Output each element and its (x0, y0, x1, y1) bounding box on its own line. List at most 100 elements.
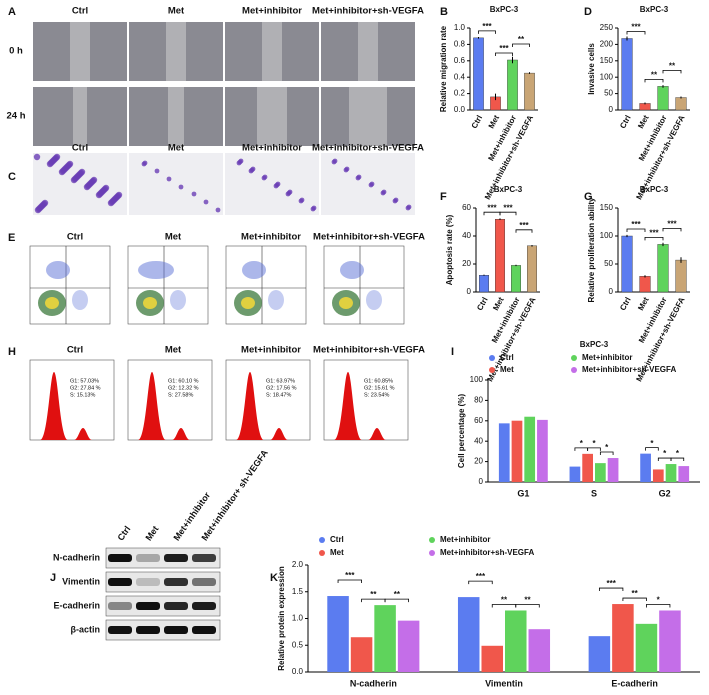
g2-peak (270, 428, 288, 440)
cell (311, 205, 317, 211)
phase-stat: S: 15.13% (70, 392, 95, 398)
blot-band (108, 602, 132, 610)
legend-marker (571, 367, 577, 373)
y-axis-label: Relative protein expression (277, 566, 286, 671)
significance-label: *** (499, 44, 509, 53)
column-header: Ctrl (67, 345, 83, 356)
panel-letter: D (584, 6, 592, 18)
column-header: Met (168, 6, 185, 17)
blot-band (192, 626, 216, 634)
significance-label: * (663, 449, 667, 458)
bar (511, 420, 523, 482)
histogram-frame (127, 359, 213, 441)
cell (238, 158, 244, 164)
flow-plot (225, 245, 307, 325)
bar (595, 463, 606, 482)
significance-bracket (662, 228, 682, 232)
population (242, 261, 266, 279)
histogram-frame (29, 359, 115, 441)
cell (262, 174, 268, 180)
legend-label: Met (330, 548, 344, 557)
protein-label: Vimentin (62, 576, 100, 586)
significance-label: *** (667, 220, 677, 229)
cell (178, 184, 184, 190)
y-tick-label: 60 (474, 416, 483, 425)
x-tick-label: G2 (659, 488, 671, 498)
flow-plot (323, 245, 405, 325)
cell (53, 153, 61, 161)
y-tick-label: 60 (462, 203, 471, 212)
flow-plot (127, 245, 209, 325)
x-tick-label: N-cadherin (350, 678, 397, 688)
significance-label: * (592, 439, 596, 448)
bar (635, 623, 658, 672)
blot-strip (105, 571, 221, 593)
bar (511, 265, 522, 293)
micrograph (33, 153, 127, 215)
legend-marker (319, 537, 325, 543)
phase-stat: G2: 17.56 % (266, 385, 297, 391)
cell (275, 181, 281, 187)
y-axis-label: Cell percentage (%) (457, 394, 466, 469)
blot-band (136, 626, 160, 634)
cell (102, 184, 110, 192)
bar (659, 610, 681, 672)
y-tick-label: 0.2 (454, 89, 466, 98)
panel-letter: F (440, 191, 447, 203)
phase-stat: G1: 63.97% (266, 378, 295, 384)
significance-label: * (580, 439, 584, 448)
y-tick-label: 100 (470, 375, 484, 384)
g2-peak (74, 428, 92, 440)
x-tick-label: E-cadherin (611, 678, 658, 688)
population (72, 290, 88, 310)
significance-label: *** (631, 220, 641, 229)
cell (142, 160, 148, 166)
bar (527, 245, 538, 293)
histogram-frame (225, 359, 311, 441)
blot-strip (105, 547, 221, 569)
column-header: Met (165, 345, 182, 356)
bar (524, 72, 535, 111)
protein-label: N-cadherin (53, 552, 100, 562)
significance-label: *** (345, 571, 355, 580)
legend-marker (319, 550, 325, 556)
y-tick-label: 50 (604, 89, 613, 98)
cell (381, 189, 387, 195)
y-tick-label: 50 (604, 259, 613, 268)
blot-band (136, 578, 160, 586)
cell (191, 191, 197, 197)
y-tick-label: 40 (462, 231, 471, 240)
y-axis-label: Apoptosis rate (%) (445, 214, 454, 285)
column-header: Met+inhibitor+sh-VEGFA (312, 6, 424, 17)
panel-letter: C (8, 171, 16, 183)
legend-label: Ctrl (330, 535, 344, 544)
bar (569, 466, 581, 482)
x-tick-label: G1 (517, 488, 529, 498)
g1-peak (40, 372, 68, 440)
x-tick-label: S (591, 488, 597, 498)
chart-title: BxPC-3 (640, 185, 669, 194)
bar (524, 416, 536, 482)
phase-stat: G1: 60.85% (364, 378, 393, 384)
g2-peak (368, 428, 386, 440)
significance-label: *** (482, 22, 492, 31)
y-tick-label: 0.0 (292, 667, 304, 676)
chart-title: BxPC-3 (490, 5, 519, 14)
cell (406, 204, 412, 210)
y-tick-label: 2.0 (292, 560, 304, 569)
significance-bracket (515, 229, 533, 233)
y-tick-label: 0.0 (454, 105, 466, 114)
y-tick-label: 150 (600, 56, 614, 65)
y-tick-label: 0 (609, 105, 614, 114)
panel-letter: G (584, 191, 593, 203)
phase-stat: S: 18.47% (266, 392, 291, 398)
bar (457, 597, 480, 672)
significance-bracket (587, 447, 601, 451)
bar (588, 636, 611, 672)
significance-label: ** (524, 596, 531, 605)
flow-plot (29, 245, 111, 325)
significance-label: ** (518, 35, 525, 44)
y-tick-label: 40 (474, 436, 483, 445)
y-axis-label: Relative proliferation ability (587, 197, 596, 302)
